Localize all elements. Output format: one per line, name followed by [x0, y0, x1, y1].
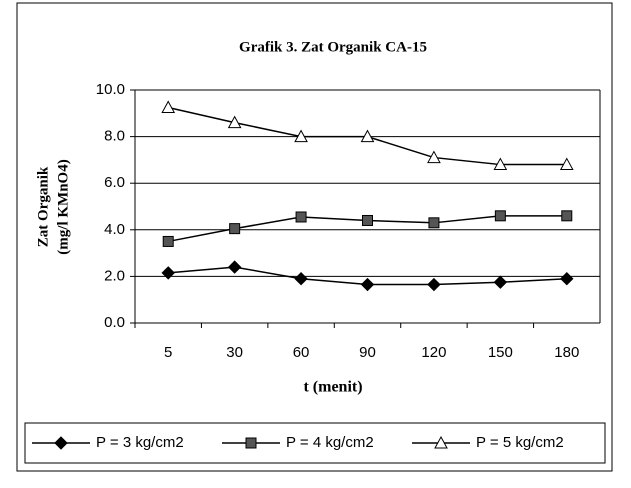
legend-label: P = 4 kg/cm2 [286, 434, 374, 451]
marker [560, 272, 574, 286]
x-tick-label: 60 [293, 344, 310, 361]
x-tick-label: 180 [554, 344, 579, 361]
x-tick-label: 90 [359, 344, 376, 361]
marker [559, 157, 574, 171]
y-tick-label: 6.0 [104, 174, 125, 191]
marker [295, 211, 307, 223]
y-tick-label: 2.0 [104, 267, 125, 284]
marker [161, 266, 175, 280]
marker [227, 260, 242, 274]
y-tick-label: 8.0 [104, 128, 125, 145]
marker [428, 217, 440, 229]
marker [493, 157, 508, 171]
x-tick-label: 30 [226, 344, 243, 361]
y-tick-label: 10.0 [96, 81, 125, 98]
legend-marker [434, 435, 448, 449]
chart-frame [16, 2, 613, 472]
legend-marker [245, 437, 257, 449]
marker [229, 223, 241, 235]
y-tick-label: 4.0 [104, 221, 125, 238]
x-axis-title: t (menit) [303, 379, 362, 396]
marker [427, 277, 441, 292]
marker [362, 214, 373, 226]
marker [162, 235, 174, 247]
y-axis-title: Zat Organik [35, 166, 51, 247]
y-tick-label: 0.0 [104, 314, 125, 331]
marker [427, 150, 441, 164]
legend-marker [54, 436, 68, 450]
marker [494, 210, 506, 222]
marker [360, 129, 375, 143]
y-axis-title: (mg/l KMnO4) [55, 159, 71, 254]
legend-frame [24, 422, 606, 464]
chart-title: Grafik 3. Zat Organik CA-15 [239, 39, 427, 55]
marker [161, 100, 176, 113]
x-tick-label: 150 [488, 344, 513, 361]
legend-label: P = 3 kg/cm2 [96, 434, 184, 451]
marker [294, 272, 308, 286]
marker [493, 275, 508, 289]
marker [561, 210, 573, 222]
legend-label: P = 5 kg/cm2 [476, 434, 564, 451]
x-tick-label: 120 [421, 344, 446, 361]
x-tick-label: 5 [164, 344, 172, 361]
marker [360, 277, 375, 292]
marker [294, 129, 308, 143]
marker [227, 115, 242, 129]
